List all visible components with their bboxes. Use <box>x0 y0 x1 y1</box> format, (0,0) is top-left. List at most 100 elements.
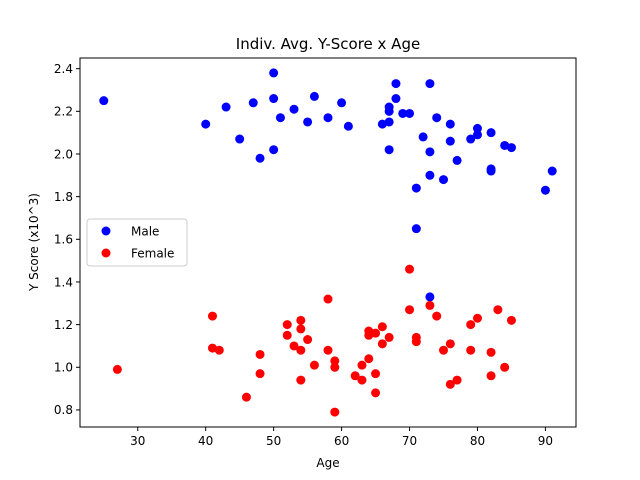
data-point-female <box>296 345 306 355</box>
data-point-female <box>296 375 306 385</box>
data-point-male <box>384 106 394 116</box>
data-points <box>99 68 557 417</box>
data-point-male <box>452 155 462 165</box>
data-point-male <box>445 136 455 146</box>
series-female <box>112 264 516 417</box>
data-point-female <box>466 320 476 330</box>
data-point-female <box>112 364 122 374</box>
data-point-male <box>425 170 435 180</box>
x-tick-label: 40 <box>198 434 213 448</box>
y-tick-label: 1.8 <box>54 190 73 204</box>
data-point-male <box>303 117 313 127</box>
data-point-female <box>384 332 394 342</box>
legend-marker-male <box>101 226 111 236</box>
data-point-female <box>371 369 381 379</box>
data-point-female <box>207 343 217 353</box>
data-point-male <box>445 119 455 129</box>
data-point-female <box>377 322 387 332</box>
data-point-male <box>547 166 557 176</box>
data-point-female <box>207 311 217 321</box>
data-point-male <box>99 96 109 106</box>
data-point-male <box>439 175 449 185</box>
data-point-male <box>384 145 394 155</box>
data-point-male <box>486 166 496 176</box>
y-axis-label: Y Score (x10^3) <box>27 193 41 292</box>
legend-box <box>86 218 188 267</box>
data-point-male <box>343 121 353 131</box>
data-point-male <box>289 104 299 114</box>
data-point-male <box>398 108 408 118</box>
data-point-male <box>391 79 401 89</box>
data-point-male <box>221 102 231 112</box>
data-point-male <box>391 94 401 104</box>
data-point-female <box>296 315 306 325</box>
data-point-male <box>425 292 435 302</box>
data-point-female <box>289 341 299 351</box>
y-tick-label: 1.6 <box>54 233 73 247</box>
chart-title: Indiv. Avg. Y-Score x Age <box>236 35 420 53</box>
y-tick-label: 1.0 <box>54 361 73 375</box>
data-point-male <box>323 113 333 123</box>
data-point-female <box>425 300 435 310</box>
data-point-male <box>540 185 550 195</box>
data-point-male <box>377 119 387 129</box>
data-point-male <box>486 128 496 138</box>
data-point-female <box>255 349 265 359</box>
data-point-male <box>384 117 394 127</box>
data-point-female <box>411 337 421 347</box>
data-point-female <box>371 388 381 398</box>
data-point-female <box>466 345 476 355</box>
x-tick-label: 30 <box>130 434 145 448</box>
data-point-male <box>472 130 482 140</box>
data-point-female <box>506 315 516 325</box>
data-point-female <box>323 345 333 355</box>
data-point-female <box>432 311 442 321</box>
data-point-female <box>255 369 265 379</box>
x-axis-label: Age <box>316 456 339 470</box>
legend: Male Female <box>86 218 188 267</box>
x-tick-label: 90 <box>538 434 553 448</box>
legend-marker-female <box>101 248 111 258</box>
data-point-female <box>330 356 340 366</box>
data-point-female <box>309 360 319 370</box>
data-point-female <box>330 362 340 372</box>
data-point-male <box>432 113 442 123</box>
data-point-female <box>282 320 292 330</box>
y-tick-label: 0.8 <box>54 403 73 417</box>
data-point-female <box>350 371 360 381</box>
data-point-female <box>445 339 455 349</box>
data-point-male <box>425 147 435 157</box>
x-tick-label: 60 <box>334 434 349 448</box>
data-point-female <box>493 305 503 315</box>
data-point-female <box>452 375 462 385</box>
data-point-female <box>282 330 292 340</box>
data-point-male <box>269 68 279 78</box>
series-male <box>99 68 557 302</box>
data-point-female <box>357 375 367 385</box>
y-tick-label: 2.2 <box>54 105 73 119</box>
data-point-male <box>201 119 211 129</box>
data-point-female <box>486 347 496 357</box>
x-tick-label: 80 <box>470 434 485 448</box>
x-axis-ticks: 30 40 50 60 70 80 90 <box>130 427 553 448</box>
data-point-female <box>405 264 415 274</box>
data-point-male <box>235 134 245 144</box>
data-point-male <box>425 79 435 89</box>
data-point-male <box>337 98 347 108</box>
data-point-male <box>255 153 265 163</box>
data-point-female <box>296 324 306 334</box>
data-point-female <box>439 345 449 355</box>
data-point-male <box>405 108 415 118</box>
legend-label-male: Male <box>131 225 159 239</box>
data-point-male <box>275 113 285 123</box>
x-tick-label: 50 <box>266 434 281 448</box>
data-point-male <box>269 94 279 104</box>
data-point-female <box>364 330 374 340</box>
data-point-female <box>377 339 387 349</box>
data-point-female <box>405 305 415 315</box>
data-point-female <box>445 379 455 389</box>
plot-frame <box>79 57 577 428</box>
y-tick-label: 1.4 <box>54 275 73 289</box>
legend-label-female: Female <box>131 247 174 261</box>
